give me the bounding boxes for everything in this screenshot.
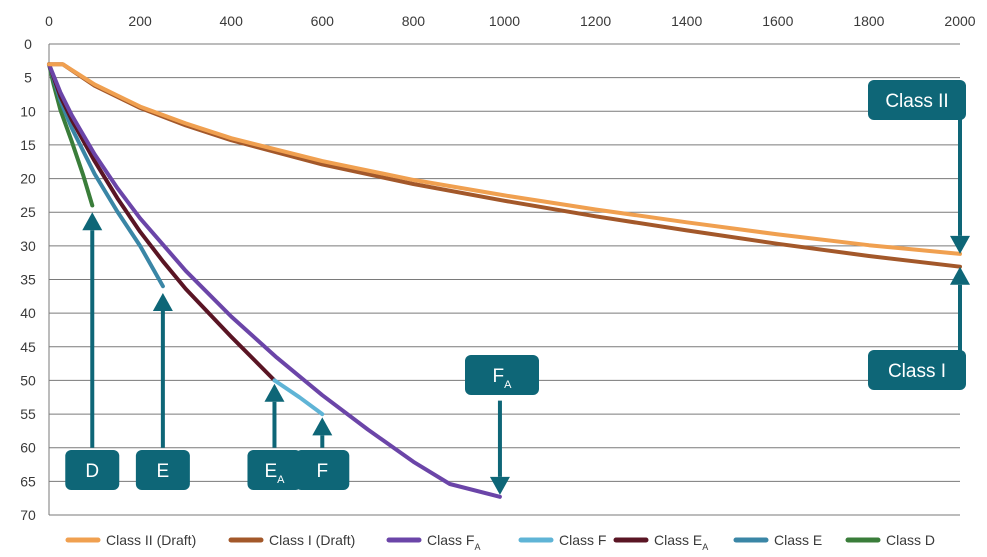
callout-box bbox=[65, 450, 120, 490]
callout-class-i: Class I bbox=[868, 266, 970, 390]
series-line-class-f bbox=[272, 378, 325, 417]
y-tick-label: 0 bbox=[24, 36, 32, 52]
callout-label: E bbox=[157, 461, 170, 482]
callout-arrow-head bbox=[82, 212, 103, 231]
y-tick-label: 70 bbox=[20, 507, 36, 523]
legend-label: Class FA bbox=[427, 532, 480, 552]
y-tick-label: 30 bbox=[20, 238, 36, 254]
series-line-class-fa bbox=[47, 62, 502, 499]
callout-arrow-head bbox=[950, 235, 970, 254]
y-tick-label: 55 bbox=[20, 406, 36, 422]
y-tick-label: 60 bbox=[20, 440, 36, 456]
callout-box bbox=[247, 450, 302, 490]
y-tick-label: 40 bbox=[20, 305, 36, 321]
series-lines bbox=[47, 62, 962, 499]
x-tick-label: 800 bbox=[402, 13, 426, 29]
legend-item: Class II (Draft) bbox=[65, 532, 196, 548]
x-tick-label: 2000 bbox=[944, 13, 975, 29]
callout-fa: FA bbox=[465, 355, 539, 495]
legend-label: Class I (Draft) bbox=[269, 532, 355, 548]
callouts: Class II Class I FA D E EA F bbox=[65, 80, 970, 495]
legend-item: Class D bbox=[845, 532, 935, 548]
y-tick-label: 20 bbox=[20, 171, 36, 187]
legend-item: Class EA bbox=[613, 532, 708, 552]
callout-box bbox=[295, 450, 350, 490]
callout-box bbox=[465, 355, 539, 395]
x-tick-label: 1400 bbox=[671, 13, 702, 29]
x-tick-label: 1600 bbox=[762, 13, 793, 29]
callout-arrow-head bbox=[489, 476, 510, 495]
y-tick-label: 50 bbox=[20, 372, 36, 388]
y-tick-label: 25 bbox=[20, 204, 36, 220]
x-axis-ticks: 0 200 400 600 800 1000 1200 1400 1600 1800 2000 bbox=[45, 13, 976, 29]
callout-d: D bbox=[65, 212, 120, 490]
callout-arrow-head bbox=[312, 417, 333, 436]
y-tick-label: 35 bbox=[20, 272, 36, 288]
legend-item: Class E bbox=[733, 532, 822, 548]
x-tick-label: 200 bbox=[128, 13, 152, 29]
gridlines bbox=[48, 43, 960, 516]
callout-label: Class I bbox=[888, 361, 946, 382]
legend: Class II (Draft) Class I (Draft) Class FA C… bbox=[65, 532, 935, 552]
legend-item: Class FA bbox=[386, 532, 480, 552]
x-tick-label: 1200 bbox=[580, 13, 611, 29]
callout-label: D bbox=[85, 461, 99, 482]
callout-label: EA bbox=[264, 461, 285, 486]
legend-label: Class E bbox=[774, 532, 822, 548]
y-axis-ticks: 0 5 10 15 20 25 30 35 40 45 50 55 60 65 70 bbox=[20, 36, 36, 523]
y-tick-label: 45 bbox=[20, 339, 36, 355]
legend-label: Class II (Draft) bbox=[106, 532, 196, 548]
callout-box bbox=[868, 80, 966, 120]
callout-box bbox=[868, 350, 966, 390]
legend-label: Class F bbox=[559, 532, 606, 548]
y-tick-label: 5 bbox=[24, 70, 32, 86]
x-tick-label: 1800 bbox=[853, 13, 884, 29]
x-tick-label: 0 bbox=[45, 13, 53, 29]
series-line-class-e bbox=[47, 62, 165, 289]
y-tick-label: 65 bbox=[20, 473, 36, 489]
y-tick-label: 15 bbox=[20, 137, 36, 153]
legend-label: Class D bbox=[886, 532, 935, 548]
x-tick-label: 600 bbox=[311, 13, 335, 29]
series-line-class-i-draft- bbox=[47, 62, 962, 269]
callout-label: F bbox=[316, 461, 328, 482]
callout-ea: EA bbox=[247, 383, 302, 490]
callout-f: F bbox=[295, 417, 350, 490]
callout-box bbox=[135, 450, 190, 490]
legend-label: Class EA bbox=[654, 532, 708, 552]
legend-item: Class F bbox=[518, 532, 606, 548]
x-tick-label: 400 bbox=[220, 13, 244, 29]
callout-class-ii: Class II bbox=[868, 80, 970, 254]
callout-label: Class II bbox=[885, 91, 948, 112]
callout-arrow-head bbox=[152, 292, 173, 311]
x-tick-label: 1000 bbox=[489, 13, 520, 29]
series-line-class-ii-draft- bbox=[47, 62, 962, 256]
y-tick-label: 10 bbox=[20, 103, 36, 119]
legend-item: Class I (Draft) bbox=[228, 532, 355, 548]
callout-arrow-head bbox=[950, 266, 970, 285]
callout-label: FA bbox=[493, 366, 513, 391]
callout-e: E bbox=[135, 292, 190, 490]
callout-arrow-head bbox=[264, 383, 285, 402]
